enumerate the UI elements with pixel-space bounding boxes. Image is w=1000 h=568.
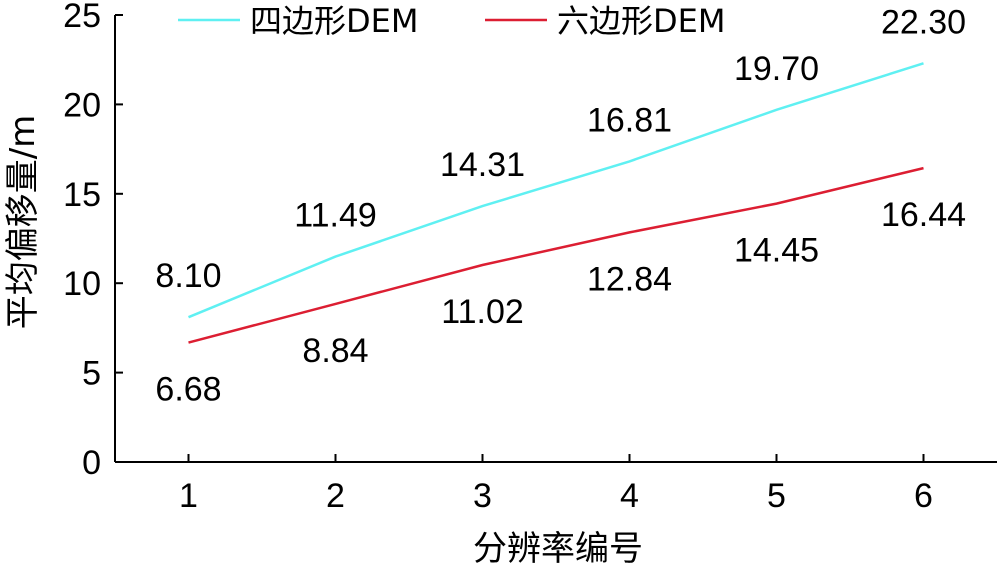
legend-label-2: 六边形DEM	[557, 2, 725, 40]
x-tick-label: 2	[326, 477, 345, 515]
data-label: 16.81	[587, 101, 672, 139]
x-tick-label: 5	[767, 477, 786, 515]
x-axis-title: 分辨率编号	[473, 529, 643, 568]
y-tick-label: 10	[63, 265, 101, 303]
y-axis-ticks: 0 5 10 15 20 25	[63, 0, 123, 482]
series-line-2	[188, 166, 924, 344]
series-lines	[188, 62, 924, 344]
x-axis-ticks: 1 2 3 4 5 6	[179, 454, 933, 515]
data-label: 11.02	[441, 293, 524, 331]
data-label: 11.49	[294, 197, 377, 235]
data-label: 8.10	[155, 257, 221, 295]
y-tick-label: 15	[63, 176, 101, 214]
data-label: 6.68	[155, 371, 221, 409]
y-tick-label: 5	[82, 355, 101, 393]
data-label: 16.44	[881, 196, 966, 234]
data-label: 22.30	[881, 3, 966, 41]
data-label: 14.45	[734, 232, 819, 270]
data-label: 12.84	[587, 260, 672, 298]
data-labels: 8.10 11.49 14.31 16.81 19.70 22.30 6.68 8.84 11.…	[155, 3, 966, 408]
y-axis-title: 平均偏移量/m	[3, 115, 43, 330]
series-line-1	[188, 62, 924, 319]
x-tick-label: 3	[473, 477, 492, 515]
data-label: 14.31	[440, 146, 525, 184]
y-tick-label: 25	[63, 0, 101, 35]
data-label: 8.84	[302, 332, 368, 370]
y-tick-label: 0	[82, 444, 101, 482]
y-tick-label: 20	[63, 86, 101, 124]
data-label: 19.70	[734, 50, 819, 88]
x-tick-label: 1	[179, 477, 198, 515]
x-tick-label: 4	[620, 477, 639, 515]
x-tick-label: 6	[914, 477, 933, 515]
axes	[114, 15, 997, 463]
legend-label-1: 四边形DEM	[250, 2, 418, 40]
legend: 四边形DEM 六边形DEM	[178, 2, 725, 40]
